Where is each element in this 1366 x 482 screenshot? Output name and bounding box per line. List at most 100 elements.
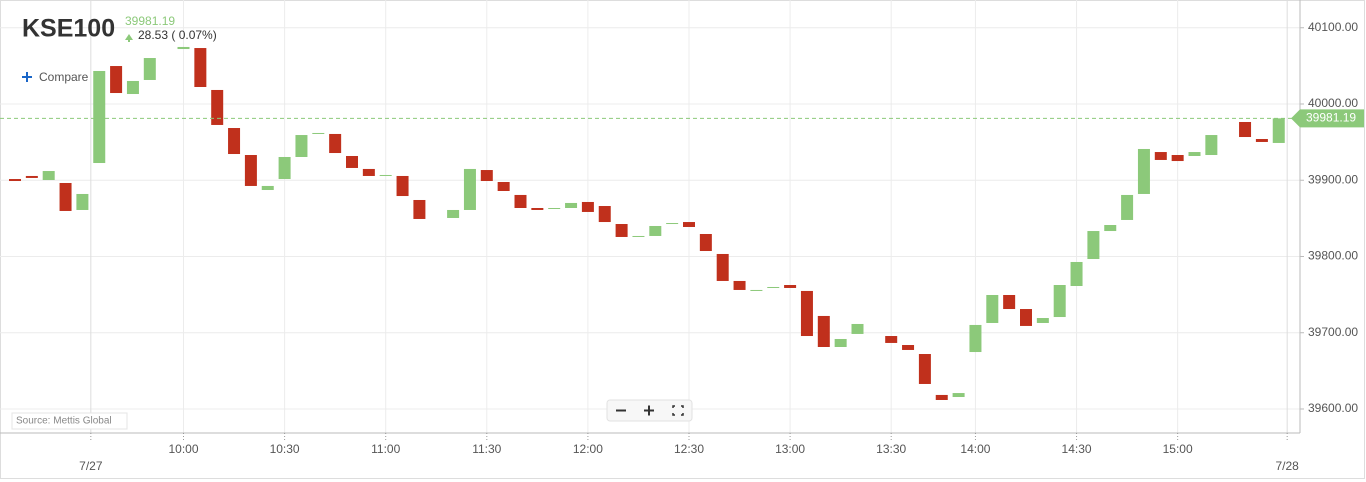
candle-body — [312, 132, 325, 134]
candle-body — [346, 155, 358, 168]
last-price: 39981.19 — [125, 14, 175, 28]
candle-body — [110, 66, 123, 94]
y-tick-label: 39800.00 — [1308, 249, 1358, 263]
candle-body — [851, 323, 864, 334]
date-label: 7/27 — [79, 459, 103, 473]
y-tick-label: 39600.00 — [1308, 401, 1358, 415]
candle-body — [1003, 294, 1016, 310]
candle-body — [93, 70, 106, 164]
candle-body — [1171, 155, 1184, 162]
candle-body — [497, 181, 510, 191]
x-tick-label: 12:30 — [674, 442, 704, 456]
candle-body — [1205, 135, 1218, 156]
candle-body — [1036, 318, 1049, 323]
candle-body — [9, 179, 21, 182]
x-tick-label: 13:30 — [876, 442, 906, 456]
candle-body — [1053, 285, 1066, 318]
candle-body — [379, 174, 392, 176]
candle-body — [817, 315, 830, 347]
compare-label[interactable]: Compare — [39, 70, 89, 84]
up-arrow-stem — [128, 37, 130, 42]
x-tick-label: 10:30 — [270, 442, 300, 456]
candle-body — [1272, 118, 1285, 143]
candle-body — [413, 199, 426, 219]
compare-button[interactable]: Compare — [22, 70, 89, 84]
candle-body — [986, 294, 999, 323]
candle-body — [632, 235, 645, 237]
candle-body — [1255, 138, 1268, 142]
candle-body — [59, 182, 72, 211]
x-tick-label: 11:30 — [472, 442, 501, 456]
candle-body — [1239, 121, 1252, 138]
candle-body — [683, 222, 695, 227]
candle-body — [800, 290, 813, 337]
candle-body — [767, 286, 780, 288]
candle-body — [177, 46, 190, 50]
candle-body — [1154, 152, 1167, 160]
candle-body — [902, 345, 915, 350]
candle-body — [463, 168, 476, 210]
candle-body — [531, 207, 544, 210]
candle-body — [261, 185, 274, 191]
candle-body — [194, 48, 207, 87]
candle-body — [295, 135, 308, 157]
candle-body — [447, 209, 460, 218]
candle-body — [25, 175, 38, 178]
candle-body — [278, 156, 291, 180]
candle-body — [362, 168, 375, 176]
candle-body — [514, 194, 527, 208]
candle-body — [1020, 309, 1032, 326]
candle-body — [396, 175, 409, 197]
date-label: 7/28 — [1275, 459, 1299, 473]
candle-body — [76, 193, 89, 210]
candle-body — [244, 155, 257, 186]
plus-icon — [22, 72, 32, 82]
y-tick-label: 39700.00 — [1308, 325, 1358, 339]
candle-body — [211, 89, 224, 125]
candle-body — [935, 394, 948, 400]
chart-title: KSE100 — [22, 15, 115, 43]
x-tick-label: 10:00 — [168, 442, 198, 456]
candle-body — [733, 280, 746, 290]
zoom-controls — [606, 399, 693, 422]
candle-body — [918, 354, 931, 384]
candle-body — [1137, 148, 1150, 194]
candle-body — [716, 253, 729, 281]
candle-body — [834, 338, 847, 347]
last-price-label: 39981.19 — [1306, 111, 1356, 125]
zoom-in[interactable] — [644, 405, 654, 416]
candle-body — [1121, 194, 1134, 220]
x-tick-label: 12:00 — [573, 442, 603, 456]
candle-body — [329, 133, 342, 154]
candle-body — [143, 58, 156, 80]
source-box — [11, 412, 128, 430]
candle-body — [1188, 152, 1201, 156]
candle-body — [126, 80, 139, 95]
candle-body — [952, 393, 965, 398]
x-tick-label: 14:00 — [960, 442, 990, 456]
candle-body — [885, 336, 898, 343]
candle-body — [480, 170, 493, 182]
change: 28.53 ( 0.07%) — [138, 28, 217, 42]
candle-body — [1087, 231, 1100, 260]
candle-body — [649, 225, 662, 236]
plot-area — [0, 0, 1300, 433]
x-tick-label: 11:00 — [371, 442, 400, 456]
candle-body — [750, 289, 763, 291]
candle-body — [784, 285, 797, 288]
x-tick-label: 14:30 — [1062, 442, 1092, 456]
candle-body — [1070, 261, 1083, 286]
candle-body — [228, 128, 241, 155]
candle-body — [615, 224, 628, 237]
fullscreen[interactable] — [672, 405, 684, 416]
candle-body — [581, 201, 594, 212]
y-tick-label: 40100.00 — [1308, 20, 1358, 34]
candle-body — [699, 233, 712, 252]
candle-body — [42, 171, 55, 181]
y-tick-label: 39900.00 — [1308, 172, 1358, 186]
source: Source: Mettis Global — [16, 416, 112, 427]
candle-body — [969, 324, 982, 353]
last-price-tag — [1291, 109, 1364, 128]
